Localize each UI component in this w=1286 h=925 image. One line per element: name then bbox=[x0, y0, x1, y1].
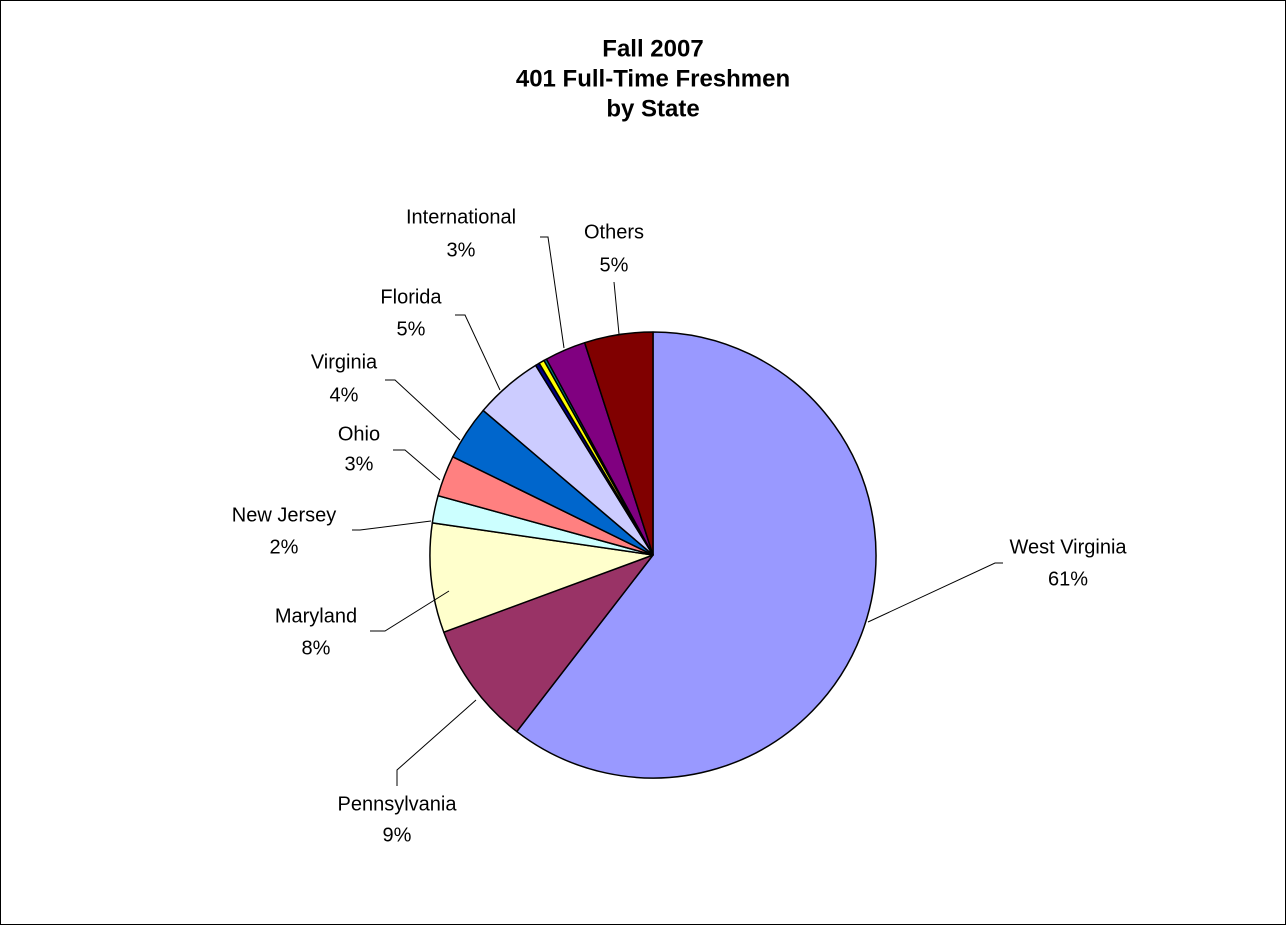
slice-label: Florida bbox=[380, 286, 442, 308]
slice-label: International bbox=[406, 206, 516, 228]
slice-label: West Virginia bbox=[1009, 536, 1127, 558]
leader-line bbox=[352, 520, 432, 531]
leader-line bbox=[370, 590, 450, 632]
leader-line bbox=[613, 281, 620, 335]
chart-title: 401 Full-Time Freshmen bbox=[516, 65, 790, 92]
leader-line bbox=[385, 379, 461, 441]
leader-line bbox=[393, 449, 441, 481]
slice-value-label: 4% bbox=[330, 384, 359, 406]
slice-value-label: 5% bbox=[600, 254, 629, 276]
leader-line bbox=[455, 314, 501, 391]
slice-value-label: 61% bbox=[1048, 568, 1088, 590]
slice-label: Pennsylvania bbox=[338, 793, 458, 815]
slice-label: Virginia bbox=[311, 351, 378, 373]
slice-value-label: 5% bbox=[397, 318, 426, 340]
pie-slice bbox=[429, 522, 654, 633]
slice-value-label: 9% bbox=[383, 824, 412, 846]
pie-slice bbox=[443, 554, 654, 733]
slice-value-label: 2% bbox=[270, 536, 299, 558]
slice-label: Maryland bbox=[275, 605, 357, 627]
slice-label: Ohio bbox=[338, 423, 380, 445]
leader-line bbox=[540, 236, 565, 349]
pie-slice bbox=[583, 331, 654, 556]
leader-line bbox=[867, 562, 1003, 623]
slice-label: Others bbox=[584, 221, 644, 243]
slice-value-label: 8% bbox=[302, 637, 331, 659]
chart-title: by State bbox=[606, 95, 699, 122]
slice-value-label: 3% bbox=[447, 239, 476, 261]
chart-title: Fall 2007 bbox=[602, 35, 703, 62]
pie-slice bbox=[516, 331, 877, 779]
slice-label: New Jersey bbox=[232, 504, 336, 526]
leader-line bbox=[396, 699, 477, 786]
slice-value-label: 3% bbox=[345, 453, 374, 475]
